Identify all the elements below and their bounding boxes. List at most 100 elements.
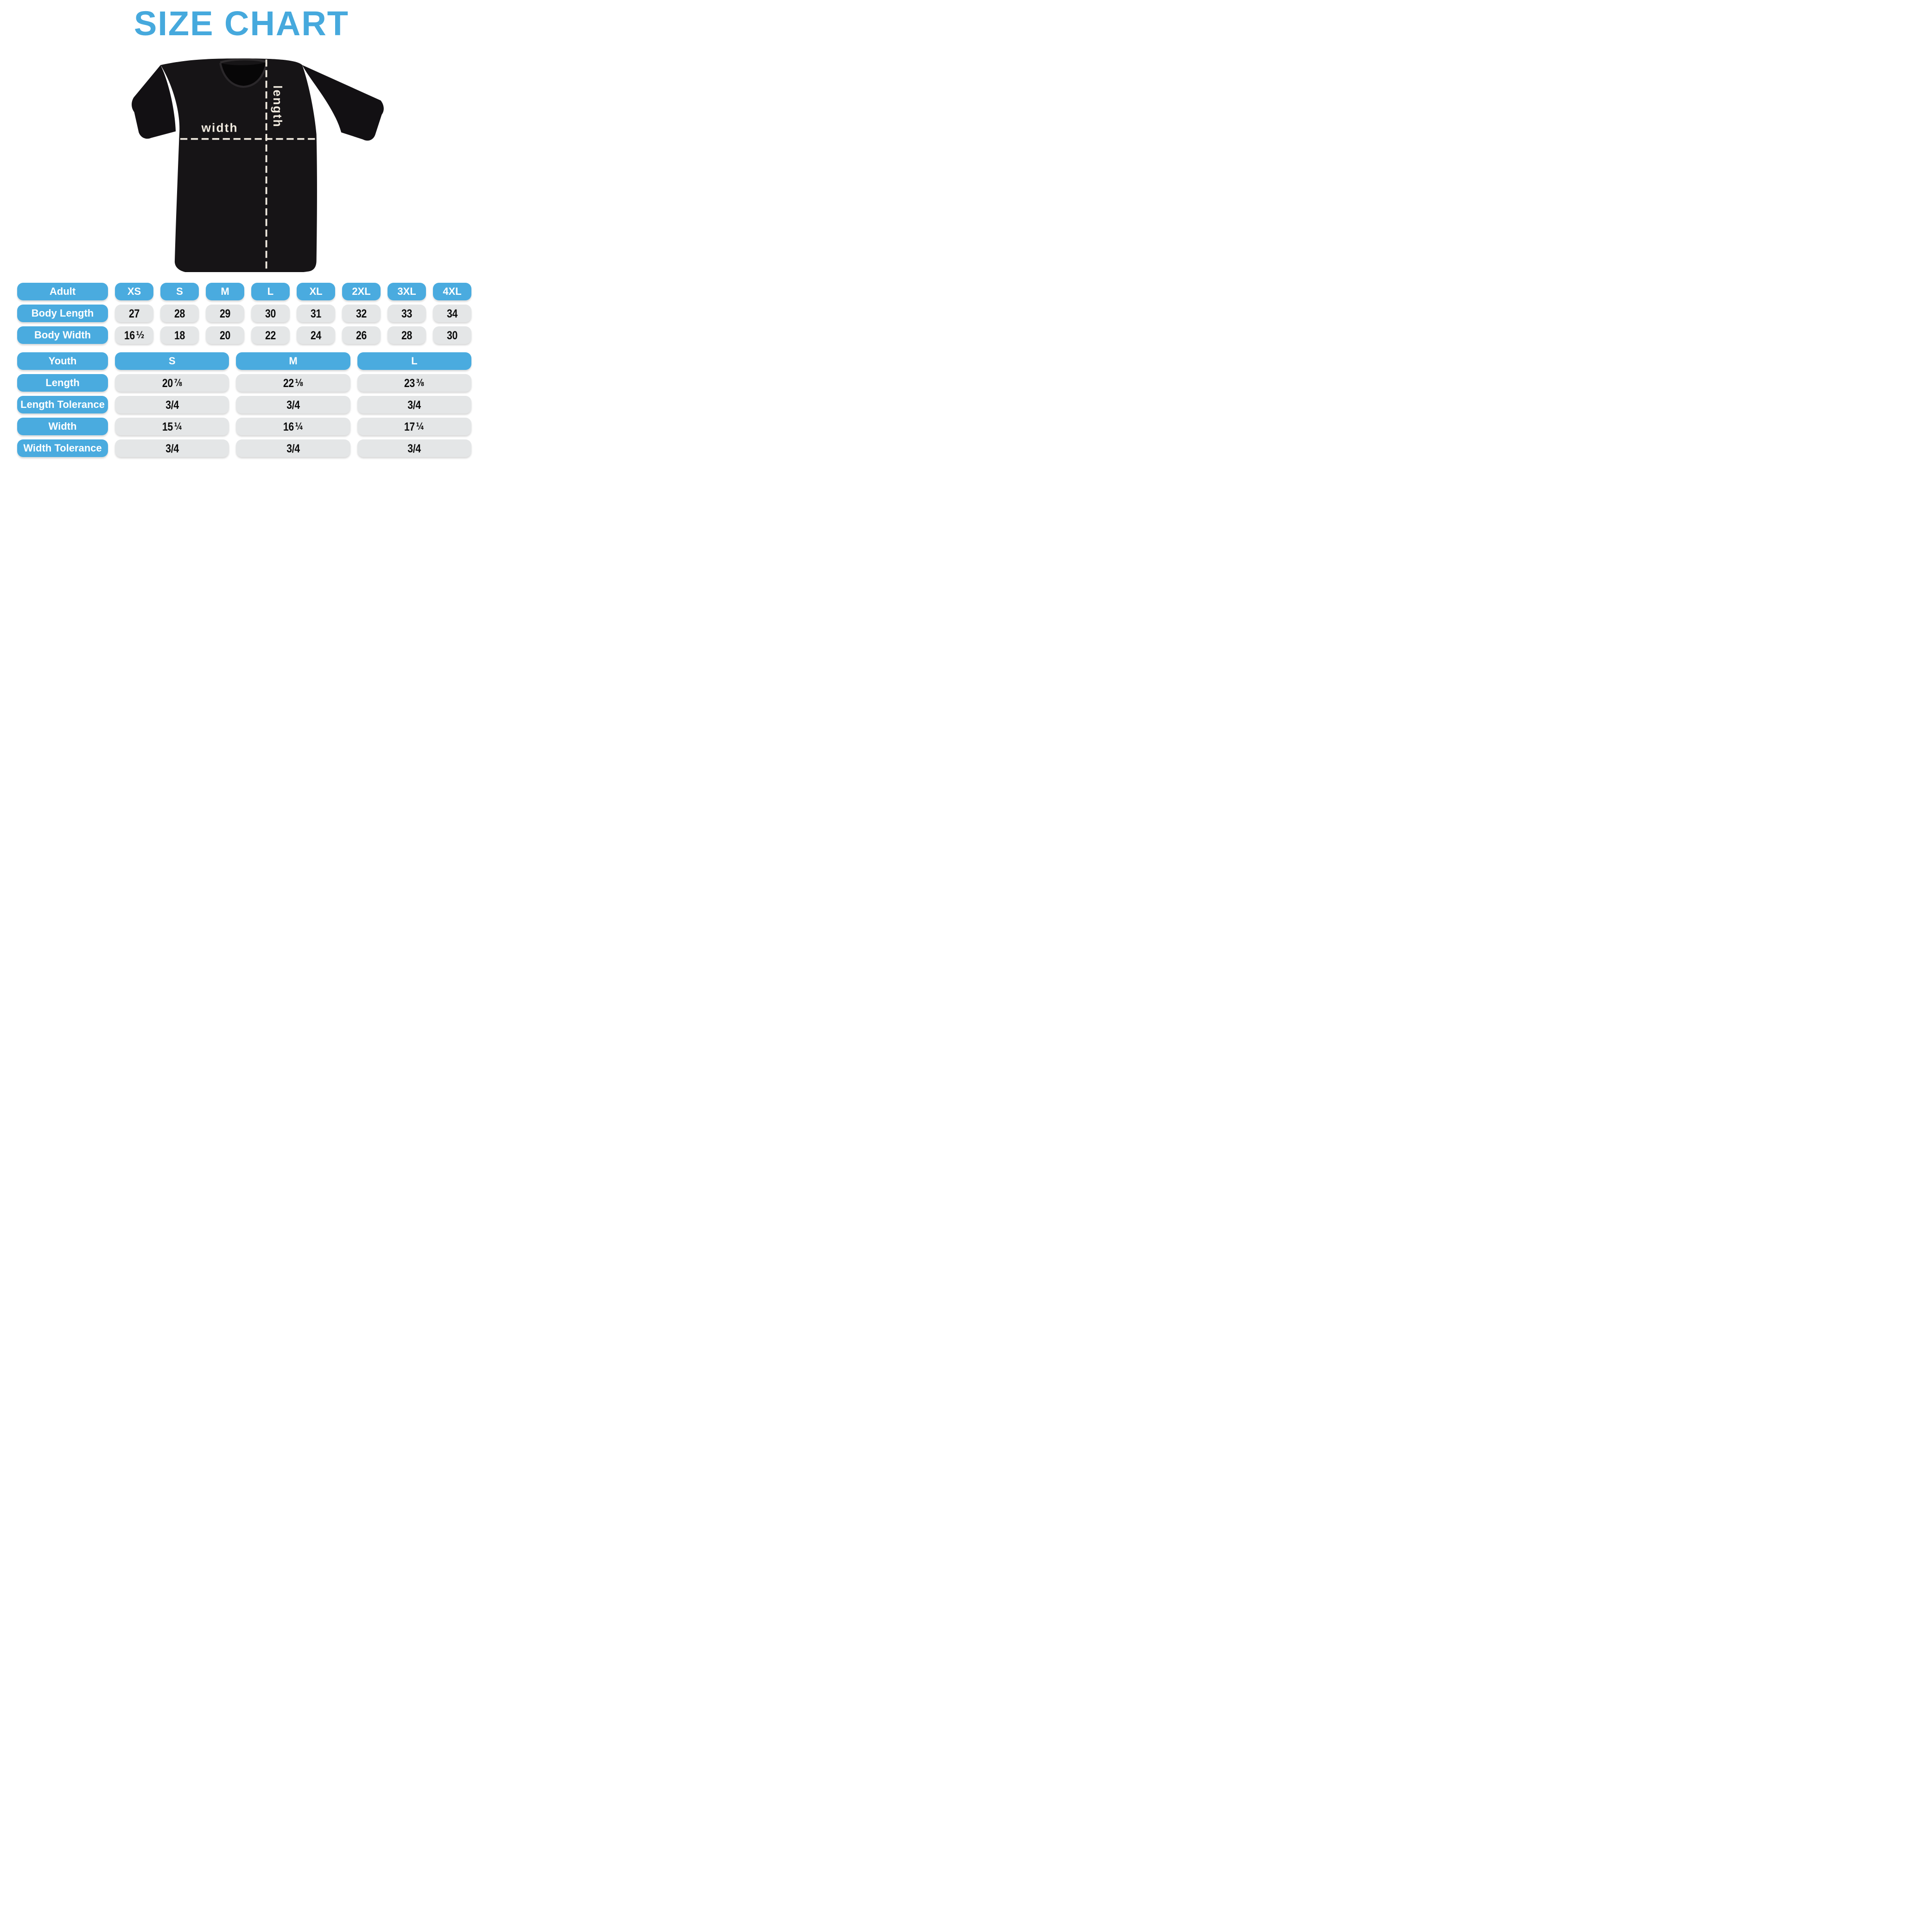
body-length-cell-2xl: 32 — [342, 305, 381, 322]
cell-fraction: ½ — [136, 330, 145, 341]
body-width-cell-4xl: 30 — [433, 326, 471, 344]
body-length-cell-s: 28 — [160, 305, 199, 322]
youth-width-tolerance-cell-m: 3/4 — [236, 439, 350, 457]
size-text: S — [176, 286, 183, 297]
size-text: 3XL — [397, 286, 416, 297]
adult-size-header-s: S — [160, 283, 199, 300]
row-label-text: Body Length — [31, 307, 94, 319]
tshirt-collar-band — [220, 58, 267, 64]
adult-header-text: Adult — [49, 286, 76, 297]
size-text: S — [168, 355, 176, 367]
youth-width-cell-s: 15 ¼ — [115, 418, 229, 435]
tshirt-collar-opening — [220, 62, 267, 87]
adult-size-header-m: M — [206, 283, 244, 300]
cell-number: 20 — [219, 328, 230, 342]
body-width-cell-xl: 24 — [297, 326, 335, 344]
cell-number: 28 — [401, 328, 412, 342]
cell-fraction: ⅞ — [174, 377, 182, 388]
row-label-text: Width Tolerance — [23, 442, 102, 454]
tshirt-illustration: width length — [132, 58, 384, 272]
adult-row-label-body-width: Body Width — [17, 326, 108, 344]
cell-number: 3/4 — [165, 441, 179, 455]
page-title: SIZE CHART — [134, 4, 349, 43]
adult-size-header-3xl: 3XL — [388, 283, 426, 300]
adult-header-label: Adult — [17, 283, 108, 300]
body-length-cell-m: 29 — [206, 305, 244, 322]
youth-header-label: Youth — [17, 352, 108, 370]
size-text: XL — [309, 286, 323, 297]
youth-length-tolerance-cell-l: 3/4 — [357, 396, 471, 413]
tshirt-right-sleeve — [302, 65, 384, 141]
row-label-text: Body Width — [34, 329, 91, 341]
cell-fraction: ⅜ — [416, 377, 425, 388]
cell-number: 17 — [404, 419, 415, 433]
cell-number: 3/4 — [407, 441, 421, 455]
cell-number: 28 — [174, 306, 185, 320]
cell-number: 33 — [401, 306, 412, 320]
body-width-cell-xs: 16 ½ — [115, 326, 153, 344]
cell-number: 32 — [356, 306, 367, 320]
body-width-cell-m: 20 — [206, 326, 244, 344]
adult-size-header-l: L — [251, 283, 290, 300]
youth-row-label-width: Width — [17, 418, 108, 435]
body-width-cell-l: 22 — [251, 326, 290, 344]
youth-size-table: Youth S M L Length 20 ⅞ 22 ⅛ 23 ⅜ Length To… — [17, 352, 471, 457]
youth-length-cell-m: 22 ⅛ — [236, 374, 350, 392]
youth-row-label-length-tolerance: Length Tolerance — [17, 396, 108, 413]
size-text: L — [411, 355, 418, 367]
youth-size-header-m: M — [236, 352, 350, 370]
adult-size-header-xl: XL — [297, 283, 335, 300]
body-length-cell-3xl: 33 — [388, 305, 426, 322]
youth-width-tolerance-cell-s: 3/4 — [115, 439, 229, 457]
cell-number: 29 — [219, 306, 230, 320]
size-chart-page: SIZE CHART width length Adult XS S M — [0, 0, 483, 483]
width-measure-label: width — [201, 121, 238, 134]
cell-number: 24 — [310, 328, 321, 342]
tshirt-body — [160, 58, 317, 272]
cell-number: 3/4 — [286, 398, 300, 411]
size-text: XS — [127, 286, 141, 297]
tshirt-collar-seam — [219, 62, 268, 88]
youth-header-text: Youth — [48, 355, 77, 367]
cell-number: 3/4 — [165, 398, 179, 411]
cell-number: 3/4 — [286, 441, 300, 455]
cell-number: 20 — [162, 376, 173, 389]
adult-size-header-2xl: 2XL — [342, 283, 381, 300]
size-tables: Adult XS S M L XL 2XL 3XL 4XL Body Lengt… — [17, 283, 471, 457]
row-label-text: Width — [48, 420, 77, 432]
cell-number: 22 — [265, 328, 276, 342]
size-text: M — [221, 286, 229, 297]
size-text: L — [267, 286, 274, 297]
youth-length-cell-s: 20 ⅞ — [115, 374, 229, 392]
cell-number: 16 — [124, 328, 135, 342]
cell-number: 31 — [310, 306, 321, 320]
cell-number: 27 — [128, 306, 140, 320]
row-label-text: Length — [45, 377, 80, 388]
adult-size-table: Adult XS S M L XL 2XL 3XL 4XL Body Lengt… — [17, 283, 471, 344]
cell-number: 22 — [283, 376, 294, 389]
size-text: 4XL — [443, 286, 462, 297]
cell-number: 34 — [446, 306, 458, 320]
cell-number: 26 — [356, 328, 367, 342]
cell-number: 16 — [283, 419, 294, 433]
length-measure-label: length — [271, 85, 285, 128]
youth-width-cell-l: 17 ¼ — [357, 418, 471, 435]
youth-width-tolerance-cell-l: 3/4 — [357, 439, 471, 457]
cell-fraction: ¼ — [295, 421, 304, 432]
cell-number: 18 — [174, 328, 185, 342]
adult-row-label-body-length: Body Length — [17, 305, 108, 322]
body-length-cell-xs: 27 — [115, 305, 153, 322]
youth-length-tolerance-cell-m: 3/4 — [236, 396, 350, 413]
tshirt-measurement-diagram: width length — [131, 58, 384, 272]
body-width-cell-2xl: 26 — [342, 326, 381, 344]
youth-size-header-l: L — [357, 352, 471, 370]
youth-row-label-width-tolerance: Width Tolerance — [17, 439, 108, 457]
cell-number: 23 — [404, 376, 415, 389]
adult-size-header-4xl: 4XL — [433, 283, 471, 300]
cell-fraction: ⅛ — [295, 377, 304, 388]
body-length-cell-4xl: 34 — [433, 305, 471, 322]
youth-size-header-s: S — [115, 352, 229, 370]
cell-fraction: ¼ — [174, 421, 182, 432]
youth-length-cell-l: 23 ⅜ — [357, 374, 471, 392]
row-label-text: Length Tolerance — [20, 399, 105, 410]
